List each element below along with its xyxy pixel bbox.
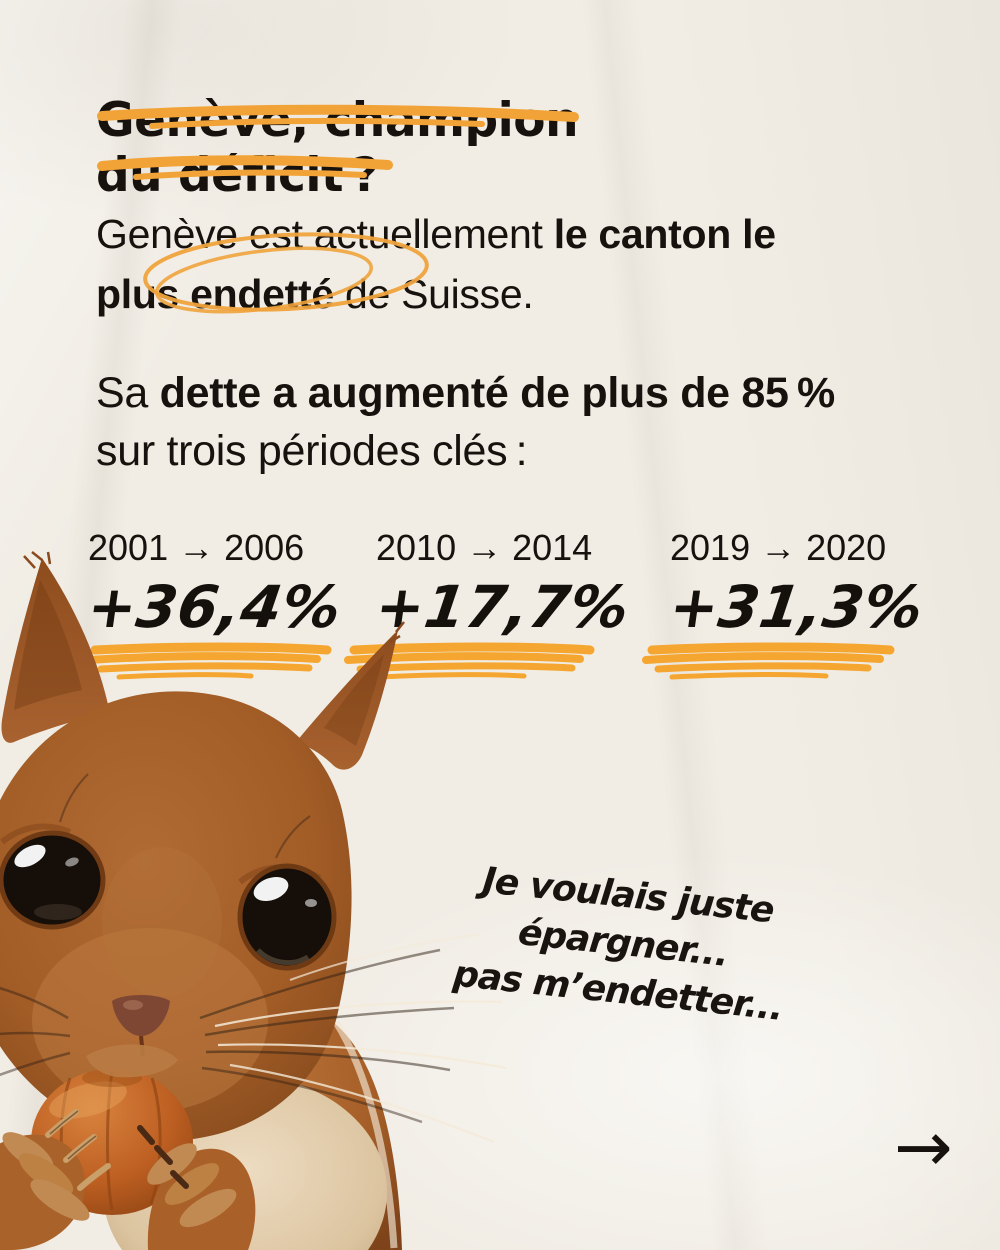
intro-text: Genève est actuellement — [96, 211, 554, 257]
intro-line-1: Genève est actuellement le canton le — [96, 204, 776, 264]
intro-text-2: de Suisse. — [333, 271, 534, 317]
claim-bold-text: dette a augmenté de plus de 85 % — [159, 369, 836, 417]
squirrel-left-eye — [0, 830, 106, 930]
intro-paragraph: Genève est actuellement le canton le plu… — [96, 204, 776, 324]
stat-period-label: 2001 → 2006 — [88, 527, 305, 568]
stat-period-1: 2001 → 2006 +36,4% — [83, 527, 368, 684]
stat-underline-scribble — [85, 642, 332, 680]
squirrel-with-hazelnut-image — [0, 551, 507, 1250]
stat-value: +31,3% — [665, 573, 928, 641]
stat-period-2: 2010 → 2014 +17,7% — [344, 527, 656, 684]
stat-underline-scribble — [642, 642, 895, 680]
intro-line-2: plus endetté de Suisse. — [96, 264, 776, 324]
title-line-1: Genève, champion — [96, 93, 579, 149]
squirrel-right-paw — [137, 1125, 256, 1250]
stat-period-label: 2019 → 2020 — [670, 527, 887, 568]
squirrel-right-eye — [237, 863, 337, 971]
claim-line-2: sur trois périodes clés : — [96, 427, 528, 475]
next-arrow-icon[interactable]: → — [894, 1106, 953, 1188]
claim-line-1: Sa dette a augmenté de plus de 85 % — [96, 364, 835, 422]
claim-paragraph: Sa dette a augmenté de plus de 85 % sur … — [96, 364, 835, 480]
squirrel-right-ear — [296, 621, 405, 770]
title-line-2: du déficit ? — [96, 148, 379, 204]
intro-bold-text: le canton le — [553, 211, 776, 257]
stat-period-3: 2019 → 2020 +31,3% — [642, 527, 950, 684]
page-title: Genève, champion du déficit ? — [96, 93, 579, 204]
squirrel-left-paw — [0, 1109, 111, 1250]
intro-bold-text-2: plus endetté — [96, 271, 334, 317]
squirrel-whiskers — [0, 773, 507, 1144]
stat-period-label: 2010 → 2014 — [376, 527, 593, 568]
claim-text: Sa — [96, 369, 160, 417]
squirrel-left-ear — [1, 551, 110, 743]
